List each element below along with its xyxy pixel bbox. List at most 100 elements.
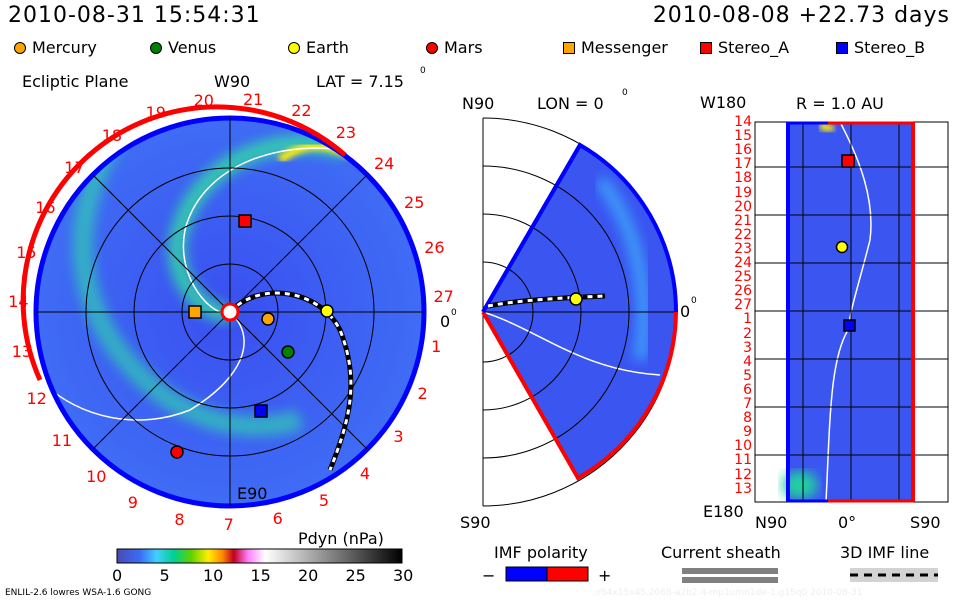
- radial-day-label: 21: [734, 212, 752, 229]
- ecliptic-day-label: 7: [223, 514, 234, 534]
- stereo-a-marker: [841, 154, 855, 168]
- radius-readout: R = 1.0 AU: [796, 94, 884, 113]
- legend-label: Mercury: [32, 38, 97, 57]
- mercury-marker: [261, 312, 275, 326]
- radial-day-label: 20: [734, 198, 752, 215]
- radial-day-label: 16: [734, 142, 752, 159]
- imf-minus-label: −: [482, 566, 496, 585]
- mercury-marker-icon: [14, 41, 26, 54]
- stereo-b-marker: [254, 404, 268, 418]
- mars-marker-icon: [426, 41, 438, 54]
- colorbar-tick-label: 30: [393, 566, 414, 585]
- legend-label: Stereo_A: [718, 38, 790, 57]
- ecliptic-day-label: 15: [16, 243, 37, 263]
- ecliptic-day-label: 5: [318, 491, 330, 511]
- radial-day-label: 6: [743, 381, 752, 398]
- colorbar-tick-label: 20: [298, 566, 319, 585]
- meridional-0-label: 0: [680, 302, 691, 321]
- radial-day-label: 26: [734, 283, 752, 300]
- lon-deg-sup: 0: [622, 88, 628, 98]
- ecliptic-day-label: 12: [26, 388, 47, 408]
- reference-time: 2010-08-08 +22.73 days: [652, 3, 950, 28]
- colorbar-title: Pdyn (nPa): [298, 529, 384, 548]
- current-sheath-title: Current sheath: [661, 543, 781, 562]
- radial-surface-plot: [754, 121, 949, 503]
- radial-day-label: 10: [734, 438, 752, 455]
- earth-marker: [569, 292, 583, 306]
- radial-day-label: 15: [734, 128, 752, 145]
- ecliptic-day-label: 19: [145, 102, 166, 122]
- legend-label: Messenger: [581, 38, 668, 57]
- ecliptic-day-label: 22: [291, 100, 312, 120]
- ecliptic-day-label: 24: [374, 153, 395, 173]
- radial-day-label: 1: [743, 311, 752, 328]
- radial-e180-label: E180: [703, 502, 744, 521]
- lat-deg-sup: 0: [420, 66, 426, 76]
- earth-marker: [835, 240, 849, 254]
- radial-day-label: 19: [734, 184, 752, 201]
- run-id-label: .//64x15x45.2068-a2b2.4-mp1umn1de-1.g15q…: [592, 588, 863, 598]
- radial-day-label: 23: [734, 240, 752, 257]
- ecliptic-day-label: 23: [335, 122, 357, 142]
- ecliptic-day-label: 13: [11, 341, 33, 361]
- radial-s90-label: S90: [910, 513, 941, 532]
- colorbar-tick-label: 10: [203, 566, 224, 585]
- colorbar-tick-label: 25: [345, 566, 366, 585]
- legend-stereo-a: Stereo_A: [700, 38, 789, 57]
- ecliptic-day-label: 18: [101, 125, 123, 145]
- ecliptic-day-label: 3: [393, 427, 404, 447]
- stereo-b-marker: [843, 319, 856, 332]
- radial-day-label: 17: [734, 156, 752, 173]
- imf-positive-swatch: [546, 566, 589, 582]
- ecliptic-0-label: 0: [440, 312, 451, 331]
- ecliptic-plane-plot: [20, 104, 427, 509]
- radial-day-label: 13: [734, 480, 752, 497]
- meridional-deg-sup: 0: [691, 296, 697, 306]
- ecliptic-day-label: 4: [359, 463, 371, 483]
- venus-marker-icon: [150, 41, 162, 54]
- current-time: 2010-08-31 15:54:31: [8, 3, 261, 28]
- model-label: ENLIL-2.6 lowres WSA-1.6 GONG: [5, 588, 152, 598]
- legend-label: Mars: [444, 38, 483, 57]
- ecliptic-day-label: 9: [127, 493, 138, 513]
- ecliptic-day-label: 8: [174, 509, 185, 529]
- legend-mars: Mars: [426, 38, 483, 57]
- ecliptic-day-label: 10: [86, 466, 107, 486]
- earth-marker: [320, 304, 334, 318]
- radial-0-label: 0°: [838, 513, 857, 532]
- stereo-a-marker-icon: [700, 41, 712, 54]
- radial-day-label: 5: [743, 367, 752, 384]
- messenger-marker-icon: [563, 41, 575, 54]
- colorbar: [116, 548, 403, 564]
- legend-venus: Venus: [150, 38, 216, 57]
- ecliptic-day-label: 27: [433, 287, 454, 307]
- imf-line-title: 3D IMF line: [840, 543, 930, 562]
- ecliptic-day-label: 20: [193, 90, 214, 110]
- radial-day-label: 12: [734, 466, 752, 483]
- colorbar-tick-label: 5: [159, 566, 170, 585]
- legend-label: Earth: [306, 38, 349, 57]
- colorbar-tick-label: 15: [250, 566, 271, 585]
- ecliptic-e90-label: E90: [237, 484, 268, 503]
- legend-messenger: Messenger: [563, 38, 668, 57]
- radial-day-label: 18: [734, 170, 752, 187]
- radial-day-label: 22: [734, 226, 752, 243]
- messenger-marker: [188, 305, 202, 319]
- current-sheath-swatch: [682, 568, 778, 574]
- radial-day-label: 9: [743, 424, 752, 441]
- stereo-b-marker-icon: [836, 41, 848, 54]
- radial-day-label: 4: [743, 353, 752, 370]
- colorbar-tick-label: 0: [112, 566, 123, 585]
- ecliptic-day-label: 17: [64, 157, 85, 177]
- ecliptic-day-label: 6: [272, 508, 283, 528]
- earth-marker-icon: [288, 41, 300, 54]
- venus-marker: [281, 345, 295, 359]
- meridional-plane-plot: [481, 117, 679, 507]
- radial-day-label: 14: [734, 114, 752, 130]
- meridional-n90-label: N90: [462, 94, 495, 113]
- meridional-s90-label: S90: [460, 513, 491, 532]
- imf-negative-swatch: [506, 567, 547, 581]
- radial-w180-label: W180: [700, 93, 747, 112]
- ecliptic-day-label: 2: [417, 384, 428, 404]
